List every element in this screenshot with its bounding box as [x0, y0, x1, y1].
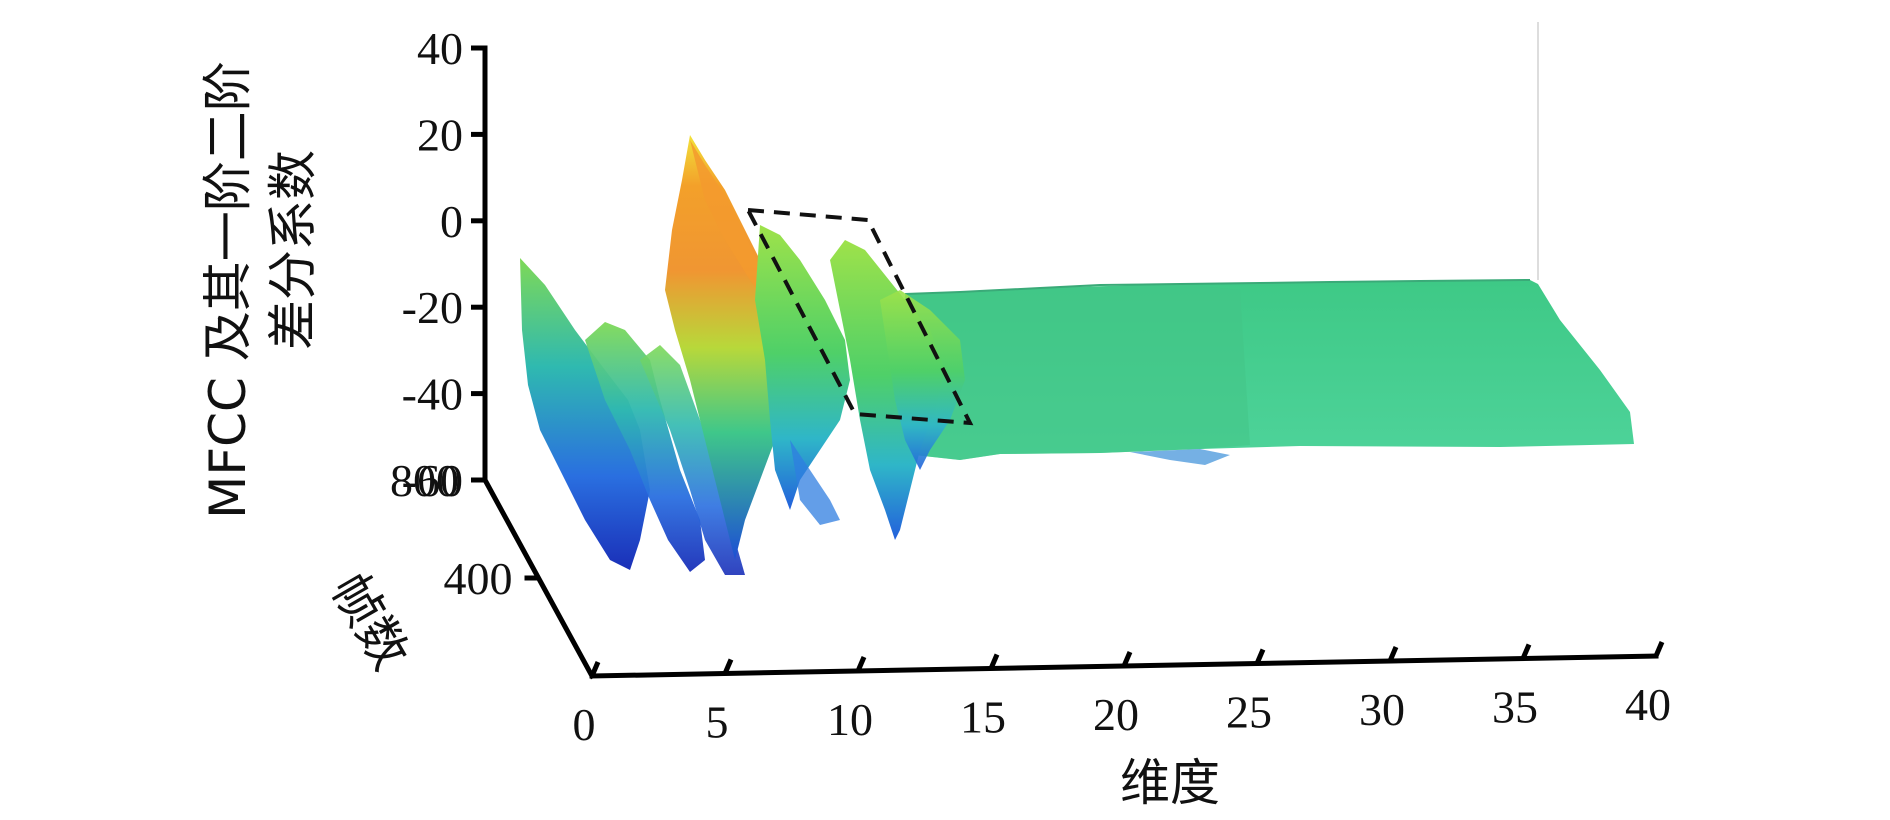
z-tick-label: -60	[402, 455, 463, 506]
z-axis-title-line-1: MFCC 及其一阶二阶	[199, 61, 257, 519]
x-tick-label: 30	[1359, 684, 1405, 735]
x-tick-mark	[1254, 648, 1266, 665]
axes: 40 20 0 -20 -40 -60 400 800 0 5 10 15 20 25 30 35 40	[390, 22, 1671, 750]
surface-ridge-left	[520, 258, 650, 570]
surface-flat-underside	[1130, 449, 1230, 465]
y-axis-title: 帧数	[320, 564, 420, 680]
surface-flat-edge	[904, 279, 1531, 295]
y-tick-label: 400	[444, 553, 513, 604]
x-tick-label: 10	[827, 694, 873, 745]
x-tick-label: 35	[1492, 682, 1538, 733]
z-tick-label: 0	[440, 196, 463, 247]
x-tick-mark	[1520, 643, 1532, 660]
z-tick-label: -40	[402, 369, 463, 420]
highlight-dashed-box	[744, 207, 974, 426]
surface-plot	[520, 135, 1634, 575]
x-tick-mark	[1121, 651, 1133, 667]
x-tick-label: 15	[960, 692, 1006, 743]
x-axis-title: 维度	[1120, 754, 1220, 812]
surface-flat-shade	[905, 284, 1250, 460]
x-tick-mark	[1387, 646, 1399, 662]
z-tick-label: 40	[417, 23, 463, 74]
x-tick-mark	[988, 653, 1000, 670]
x-tick-label: 0	[573, 699, 596, 750]
x-tick-mark	[855, 656, 867, 672]
x-tick-label: 40	[1625, 679, 1671, 730]
surface-ridge-left-3	[640, 345, 745, 575]
surface-ridge-mid-1	[755, 225, 850, 510]
z-ticks: 40 20 0 -20 -40 -60	[402, 23, 485, 506]
surface-ridge-mid-3	[880, 290, 965, 470]
x-tick-mark	[722, 658, 734, 675]
x-tick-label: 5	[706, 697, 729, 748]
x-tick-mark	[1653, 641, 1665, 657]
surface-valley	[790, 440, 840, 525]
y-ticks: 400 800	[390, 455, 539, 604]
surface-peak	[665, 135, 790, 560]
x-tick-label: 20	[1093, 689, 1139, 740]
surface-peak-front	[690, 140, 772, 310]
surface-ridge-left-2	[585, 322, 705, 572]
x-ticks: 0 5 10 15 20 25 30 35 40	[573, 641, 1671, 750]
z-tick-label: 20	[417, 109, 463, 160]
y-tick-label: 800	[390, 455, 459, 506]
x-tick-label: 25	[1226, 687, 1272, 738]
z-tick-label: -20	[402, 282, 463, 333]
z-axis-title-line-2: 差分系数	[264, 150, 322, 350]
x-tick-mark	[589, 661, 601, 677]
